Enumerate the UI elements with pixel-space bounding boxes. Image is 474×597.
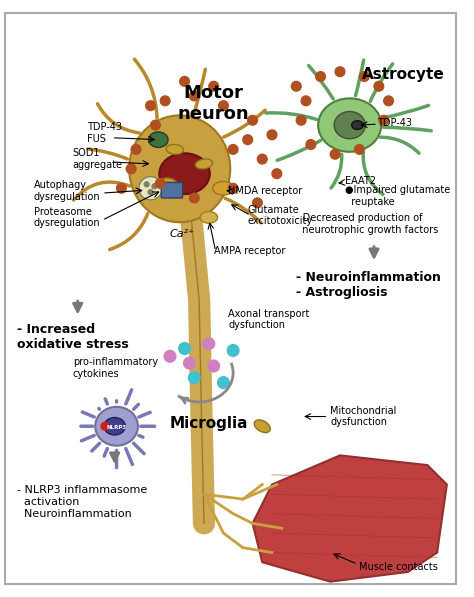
Ellipse shape	[352, 121, 363, 130]
Circle shape	[330, 149, 340, 159]
Circle shape	[383, 96, 393, 106]
Text: - Increased
oxidative stress: - Increased oxidative stress	[18, 323, 129, 351]
Circle shape	[152, 184, 157, 189]
Text: - NLRP3 inflammasome
  activation
  Neuroinflammation: - NLRP3 inflammasome activation Neuroinf…	[18, 485, 148, 519]
Text: Motor
neuron: Motor neuron	[178, 84, 249, 123]
Ellipse shape	[213, 181, 234, 195]
Circle shape	[155, 179, 165, 188]
Circle shape	[253, 198, 262, 208]
Text: SOD1
aggregate: SOD1 aggregate	[73, 148, 123, 170]
Circle shape	[189, 372, 200, 383]
Circle shape	[179, 343, 191, 355]
Circle shape	[292, 81, 301, 91]
Circle shape	[218, 377, 229, 389]
Circle shape	[164, 350, 176, 362]
Ellipse shape	[162, 178, 178, 189]
Ellipse shape	[334, 112, 365, 139]
Text: pro-inflammatory
cytokines: pro-inflammatory cytokines	[73, 357, 158, 378]
Circle shape	[148, 190, 153, 195]
Text: Glutamate
excitotoxicity: Glutamate excitotoxicity	[248, 205, 313, 226]
Circle shape	[228, 183, 238, 193]
Circle shape	[144, 182, 149, 187]
Ellipse shape	[200, 211, 218, 223]
Circle shape	[190, 91, 199, 101]
Circle shape	[228, 344, 239, 356]
Text: Ca²⁺: Ca²⁺	[170, 229, 195, 239]
Text: - Neuroinflammation
- Astrogliosis: - Neuroinflammation - Astrogliosis	[296, 272, 441, 299]
Polygon shape	[253, 456, 447, 581]
Circle shape	[139, 177, 162, 200]
Circle shape	[180, 76, 190, 86]
Circle shape	[117, 183, 126, 193]
Circle shape	[243, 135, 253, 144]
Text: TDP-43: TDP-43	[377, 118, 412, 128]
Text: Mitochondrial
dysfunction: Mitochondrial dysfunction	[330, 406, 397, 427]
Text: Astrocyte: Astrocyte	[362, 67, 445, 82]
Text: ●Impaired glutamate
  reuptake: ●Impaired glutamate reuptake	[345, 185, 450, 207]
Circle shape	[359, 72, 369, 81]
Circle shape	[101, 422, 109, 430]
Circle shape	[208, 360, 219, 372]
Text: AMPA receptor: AMPA receptor	[214, 247, 285, 256]
Circle shape	[209, 81, 219, 91]
Text: Autophagy
dysregulation: Autophagy dysregulation	[34, 180, 100, 202]
Circle shape	[151, 120, 160, 130]
Ellipse shape	[159, 153, 210, 194]
Circle shape	[267, 130, 277, 140]
Ellipse shape	[318, 99, 381, 152]
Ellipse shape	[166, 144, 183, 154]
Circle shape	[316, 72, 326, 81]
Circle shape	[306, 140, 316, 149]
Ellipse shape	[129, 115, 230, 222]
Text: Muscle contacts: Muscle contacts	[359, 562, 438, 572]
Circle shape	[374, 81, 383, 91]
Circle shape	[203, 338, 215, 349]
Circle shape	[228, 144, 238, 154]
Circle shape	[183, 357, 195, 369]
Circle shape	[355, 144, 365, 154]
Circle shape	[335, 67, 345, 76]
Text: TDP-43
FUS: TDP-43 FUS	[87, 122, 122, 144]
Circle shape	[301, 96, 311, 106]
Circle shape	[146, 101, 155, 110]
Circle shape	[126, 164, 136, 174]
Ellipse shape	[104, 417, 125, 435]
Text: NLRP3: NLRP3	[107, 424, 127, 430]
Text: - Decreased production of
  neurotrophic growth factors: - Decreased production of neurotrophic g…	[296, 213, 438, 235]
Circle shape	[160, 96, 170, 106]
Circle shape	[257, 154, 267, 164]
Text: EAAT2: EAAT2	[345, 177, 376, 186]
Ellipse shape	[95, 407, 138, 446]
Text: Proteasome
dysregulation: Proteasome dysregulation	[34, 207, 100, 228]
Circle shape	[296, 115, 306, 125]
Circle shape	[379, 115, 389, 125]
Circle shape	[272, 169, 282, 179]
Ellipse shape	[149, 132, 168, 147]
Text: Axonal transport
dysfunction: Axonal transport dysfunction	[228, 309, 310, 330]
Text: NMDA receptor: NMDA receptor	[228, 186, 302, 196]
Text: Microglia: Microglia	[170, 416, 248, 431]
Ellipse shape	[254, 420, 270, 433]
Circle shape	[131, 144, 141, 154]
Circle shape	[219, 101, 228, 110]
Ellipse shape	[195, 159, 213, 169]
FancyBboxPatch shape	[161, 183, 182, 198]
Circle shape	[190, 193, 199, 203]
Circle shape	[248, 115, 257, 125]
